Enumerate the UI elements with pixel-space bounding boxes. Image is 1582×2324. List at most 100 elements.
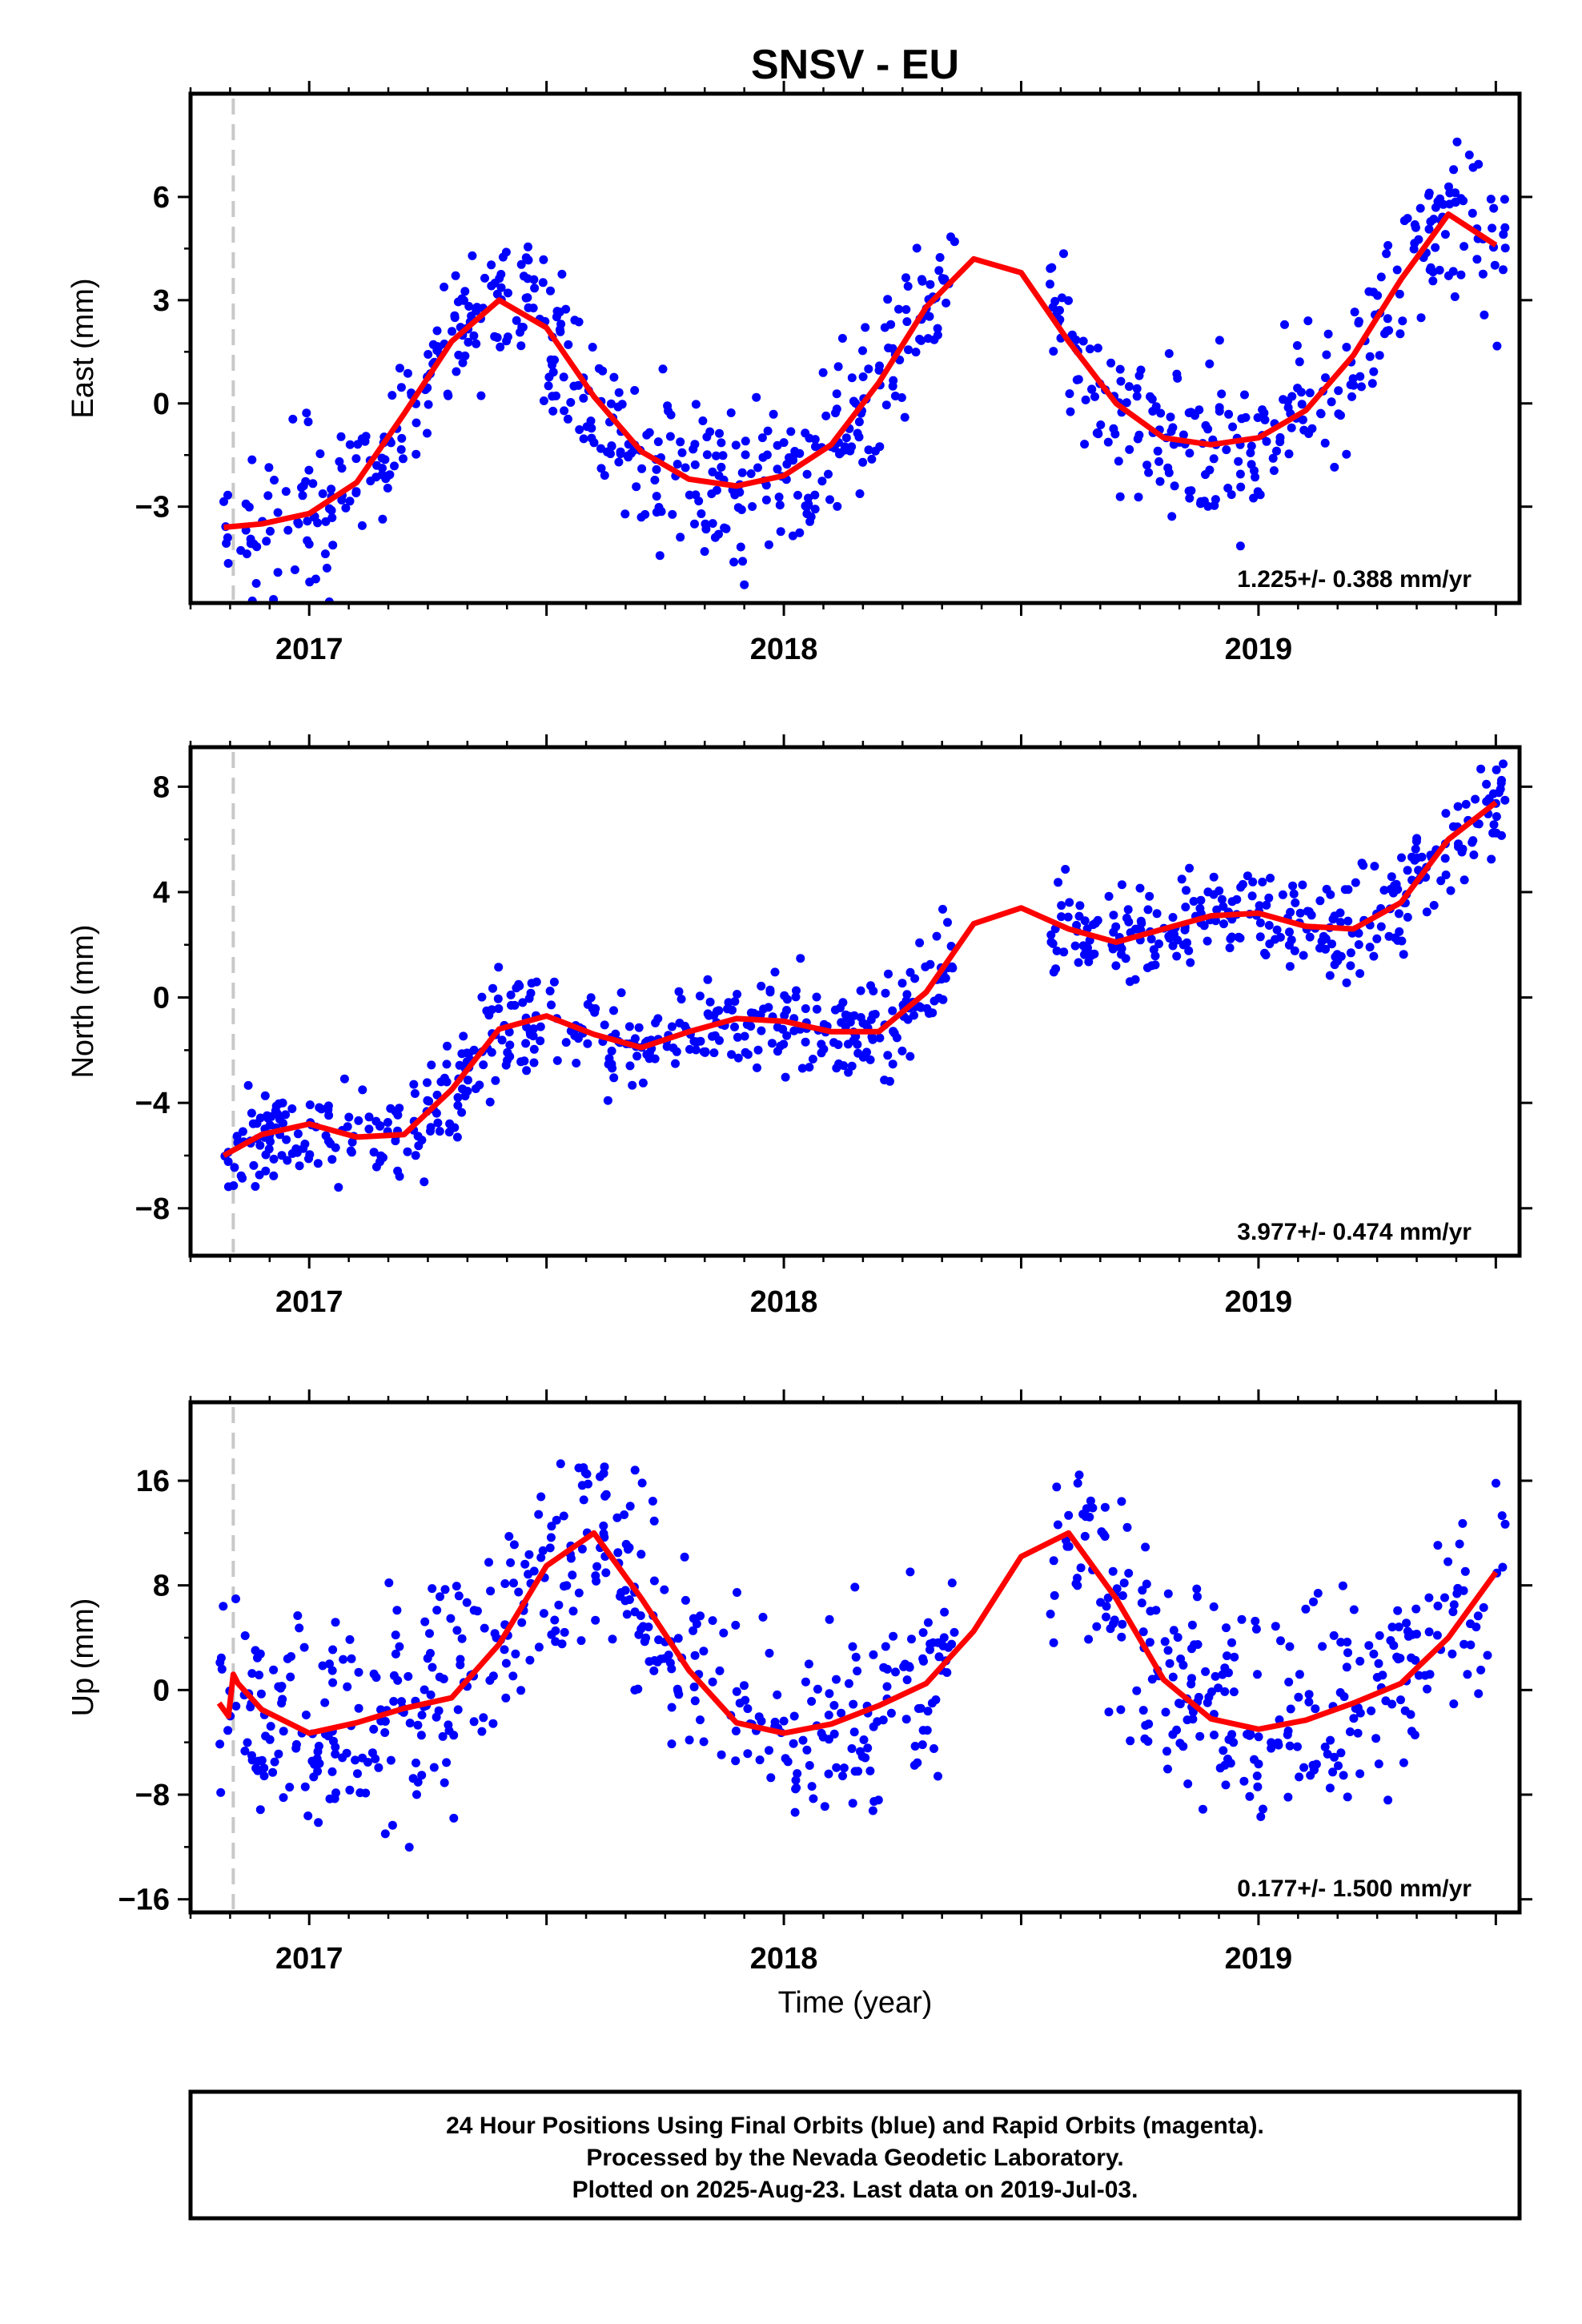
data-point (500, 1579, 510, 1588)
data-point (313, 1767, 323, 1776)
data-point (708, 1031, 717, 1041)
data-point (1255, 901, 1264, 911)
data-point (743, 1704, 753, 1714)
data-point (1117, 1497, 1126, 1506)
data-point (266, 526, 275, 536)
data-point (1309, 1597, 1318, 1606)
data-point (1116, 376, 1126, 386)
data-point (1267, 1743, 1276, 1753)
data-point (690, 1696, 700, 1706)
data-point (1416, 313, 1426, 323)
data-point (557, 1639, 567, 1649)
data-point (685, 1735, 694, 1745)
data-point (417, 1711, 427, 1720)
data-point (1057, 901, 1066, 911)
data-point (757, 981, 766, 991)
data-point (1278, 890, 1287, 899)
data-point (1431, 243, 1440, 252)
data-point (223, 1726, 233, 1735)
data-point (450, 313, 460, 323)
data-point (1305, 932, 1315, 942)
data-point (1448, 1607, 1458, 1617)
data-point (546, 286, 555, 296)
data-point (850, 1767, 860, 1776)
data-point (327, 513, 337, 522)
data-point (708, 467, 717, 476)
data-point (337, 496, 347, 505)
data-point (796, 954, 805, 963)
data-point (1272, 925, 1282, 935)
data-point (497, 1035, 507, 1045)
data-point (1287, 392, 1297, 401)
data-point (719, 1628, 729, 1638)
data-point (547, 1000, 556, 1010)
data-point (1251, 1616, 1260, 1626)
data-point (574, 1588, 584, 1598)
footer-line-2: Processed by the Nevada Geodetic Laborat… (586, 2145, 1123, 2171)
data-point (471, 1084, 480, 1093)
data-point (660, 1585, 669, 1594)
data-point (754, 1712, 764, 1722)
data-point (1424, 1627, 1434, 1637)
data-point (295, 1161, 304, 1171)
data-point (215, 1739, 225, 1749)
data-point (778, 1024, 788, 1034)
data-point (1090, 392, 1099, 401)
data-point (1297, 400, 1307, 409)
data-point (504, 1532, 514, 1541)
data-point (1349, 1714, 1359, 1723)
data-point (1446, 886, 1456, 895)
data-point (901, 273, 910, 283)
data-point (561, 304, 571, 314)
data-point (1154, 456, 1164, 466)
data-point (1458, 1518, 1468, 1528)
data-point (1163, 1589, 1173, 1598)
data-point (757, 1026, 766, 1035)
data-point (1125, 444, 1134, 454)
data-point (1096, 420, 1106, 429)
data-point (731, 1756, 741, 1766)
data-point (897, 979, 907, 988)
data-point (347, 1148, 356, 1157)
data-point (345, 440, 355, 449)
data-point (649, 1666, 659, 1675)
data-point (866, 1015, 876, 1024)
data-point (452, 1626, 462, 1635)
model-fit-line (216, 1530, 1499, 1736)
data-point (1182, 886, 1191, 895)
velocity-label: 1.225+/- 0.388 mm/yr (1237, 566, 1472, 593)
data-point (939, 1633, 949, 1642)
data-point (300, 1140, 310, 1148)
data-point (909, 1011, 918, 1020)
data-point (569, 381, 579, 391)
data-point (708, 1677, 717, 1687)
data-point (1373, 291, 1383, 300)
data-point (572, 1059, 581, 1068)
data-point (1407, 852, 1416, 862)
data-point (539, 396, 548, 405)
data-point (1223, 1651, 1231, 1661)
data-point (277, 1682, 287, 1691)
data-point (1185, 863, 1195, 873)
data-point (1153, 446, 1162, 456)
data-point (637, 464, 647, 473)
data-point (1130, 924, 1140, 934)
data-point (789, 1739, 798, 1748)
data-point (808, 1055, 817, 1063)
data-point (837, 334, 847, 343)
data-point (529, 1058, 539, 1068)
data-point (938, 904, 947, 914)
data-point (1492, 341, 1502, 351)
data-point (624, 452, 633, 462)
data-point (1246, 448, 1255, 457)
data-point (1226, 1759, 1235, 1768)
data-point (644, 428, 654, 437)
data-point (505, 1040, 515, 1050)
data-point (847, 1061, 857, 1071)
data-point (369, 1669, 379, 1679)
data-point (1075, 901, 1085, 911)
data-point (1181, 903, 1191, 912)
data-point (1255, 490, 1265, 500)
data-point (804, 1659, 813, 1669)
data-point (695, 991, 705, 1001)
